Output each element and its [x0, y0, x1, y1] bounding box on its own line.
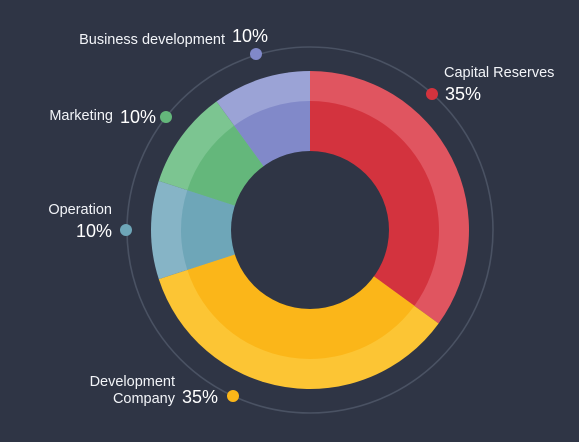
value-label-development-company: 35% — [182, 387, 218, 407]
marker-operation — [120, 224, 132, 236]
label-business-development: Business development — [79, 32, 225, 48]
value-label-capital-reserves: 35% — [445, 84, 481, 104]
marker-business-development — [250, 48, 262, 60]
marker-development-company — [227, 390, 239, 402]
donut-hole — [231, 151, 389, 309]
marker-capital-reserves — [426, 88, 438, 100]
marker-marketing — [160, 111, 172, 123]
label-development-company-line-1: Development — [90, 374, 175, 390]
value-label-business-development: 10% — [232, 26, 268, 46]
label-development-company-line-2: Company — [113, 391, 176, 407]
label-capital-reserves: Capital Reserves — [444, 65, 554, 81]
value-label-operation: 10% — [76, 221, 112, 241]
value-label-marketing: 10% — [120, 107, 156, 127]
label-operation: Operation — [48, 202, 112, 218]
label-marketing: Marketing — [49, 108, 113, 124]
